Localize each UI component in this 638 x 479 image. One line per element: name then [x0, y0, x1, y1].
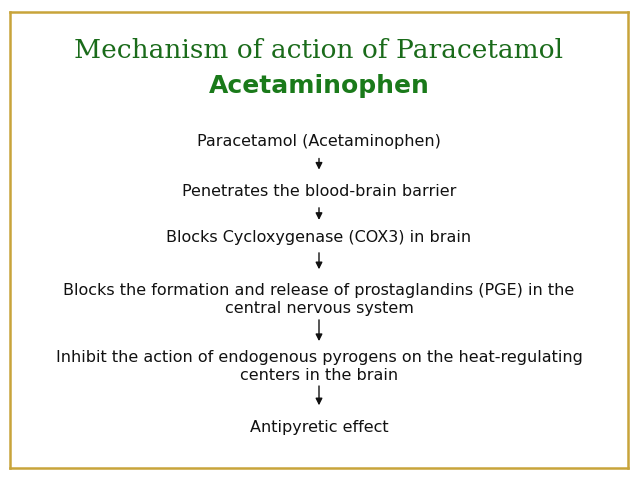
Text: Antipyretic effect: Antipyretic effect	[249, 420, 389, 435]
Text: Paracetamol (Acetaminophen): Paracetamol (Acetaminophen)	[197, 134, 441, 149]
Text: Acetaminophen: Acetaminophen	[209, 74, 429, 98]
Text: Mechanism of action of Paracetamol: Mechanism of action of Paracetamol	[75, 38, 563, 63]
Text: Penetrates the blood-brain barrier: Penetrates the blood-brain barrier	[182, 184, 456, 199]
Text: Inhibit the action of endogenous pyrogens on the heat-regulating
centers in the : Inhibit the action of endogenous pyrogen…	[56, 350, 582, 383]
Text: Blocks the formation and release of prostaglandins (PGE) in the
central nervous : Blocks the formation and release of pros…	[63, 283, 575, 316]
Text: Blocks Cycloxygenase (COX3) in brain: Blocks Cycloxygenase (COX3) in brain	[167, 229, 471, 245]
